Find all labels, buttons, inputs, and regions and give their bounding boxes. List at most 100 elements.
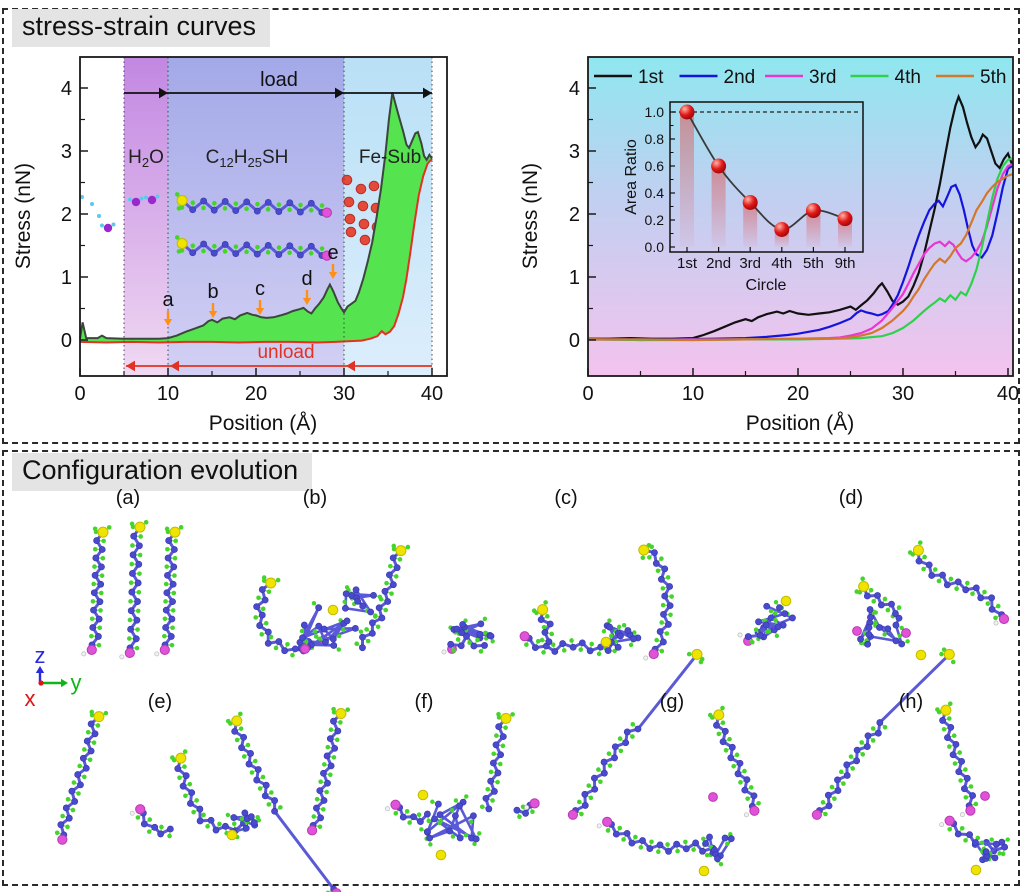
area-ratio-point-1st xyxy=(679,104,695,120)
svg-text:0: 0 xyxy=(569,330,580,352)
svg-text:30: 30 xyxy=(892,383,914,405)
curve-2nd xyxy=(588,165,1013,341)
section-title-stress: stress-strain curves xyxy=(12,9,271,47)
svg-text:0.8: 0.8 xyxy=(645,131,665,147)
axis-triad: zy x xyxy=(25,643,82,711)
panel-c-molecules xyxy=(519,542,675,661)
svg-text:2nd: 2nd xyxy=(724,67,756,88)
triad-x-label: x xyxy=(25,686,36,711)
svg-text:0: 0 xyxy=(61,330,72,352)
unload-arrow: unload xyxy=(126,342,432,372)
svg-text:0: 0 xyxy=(74,383,85,405)
panel-label-c: (c) xyxy=(554,487,578,509)
svg-text:40: 40 xyxy=(421,383,443,405)
svg-text:4th: 4th xyxy=(771,255,792,272)
region-H2O xyxy=(124,57,168,376)
svg-text:1.0: 1.0 xyxy=(645,104,665,120)
svg-text:Position (Å): Position (Å) xyxy=(209,412,318,435)
panel-label-g: (g) xyxy=(659,691,685,713)
section-title-config: Configuration evolution xyxy=(12,453,313,491)
svg-text:3rd: 3rd xyxy=(739,255,761,272)
svg-text:1: 1 xyxy=(61,267,72,289)
point-annotation-d: d xyxy=(301,268,313,305)
panel-d-molecules xyxy=(737,540,1010,661)
svg-text:30: 30 xyxy=(333,383,355,405)
svg-text:20: 20 xyxy=(787,383,809,405)
svg-text:a: a xyxy=(162,289,174,311)
svg-text:10: 10 xyxy=(157,383,179,405)
region-label-C12H25SH: C12​H25​SH xyxy=(206,147,289,170)
svg-text:0: 0 xyxy=(582,383,593,405)
svg-text:load: load xyxy=(260,69,298,91)
point-annotation-c: c xyxy=(255,278,265,315)
panel-label-e: (e) xyxy=(147,691,173,713)
area-ratio-inset: 0.0 0.2 0.4 0.6 0.8 1.0 1st 2nd 3rd 4th 5th 9th Circ… xyxy=(623,101,864,294)
svg-text:e: e xyxy=(327,242,338,264)
svg-text:unload: unload xyxy=(257,342,314,363)
svg-text:0.4: 0.4 xyxy=(645,185,665,201)
panel-label-h: (h) xyxy=(898,691,924,713)
area-ratio-point-5th xyxy=(805,203,821,219)
panel-a-molecules xyxy=(81,520,184,660)
area-ratio-point-3rd xyxy=(742,194,758,210)
panel-label-d: (d) xyxy=(838,487,864,509)
svg-text:5th: 5th xyxy=(803,255,824,272)
cycle-curves xyxy=(588,93,1013,342)
curve-1st xyxy=(588,93,1013,340)
area-ratio-point-2nd xyxy=(711,158,727,174)
panel-label-b: (b) xyxy=(302,487,328,509)
svg-text:0.2: 0.2 xyxy=(645,212,665,228)
panel-label-f: (f) xyxy=(414,691,434,713)
left-chart-molecule-art xyxy=(80,174,384,261)
svg-text:d: d xyxy=(301,268,312,290)
svg-text:1st: 1st xyxy=(638,67,664,88)
config-section-border xyxy=(2,450,1020,886)
point-annotation-b: b xyxy=(207,281,219,318)
panel-b-molecules xyxy=(253,543,495,658)
area-ratio-point-4th xyxy=(774,221,790,237)
svg-text:1st: 1st xyxy=(677,255,698,272)
panel-f-molecules xyxy=(385,712,540,861)
panel-g-molecules xyxy=(567,648,761,877)
area-ratio-point-9th xyxy=(837,211,853,227)
svg-text:3rd: 3rd xyxy=(809,67,836,88)
svg-text:9th: 9th xyxy=(835,255,856,272)
svg-text:3: 3 xyxy=(569,141,580,163)
svg-text:Stress (nN): Stress (nN) xyxy=(519,163,542,269)
svg-text:10: 10 xyxy=(682,383,704,405)
svg-text:40: 40 xyxy=(997,383,1019,405)
load-arrow: load xyxy=(124,69,432,99)
svg-text:c: c xyxy=(255,278,265,300)
svg-text:Circle: Circle xyxy=(746,277,787,294)
svg-text:1: 1 xyxy=(569,267,580,289)
svg-text:4: 4 xyxy=(569,78,580,100)
svg-text:2nd: 2nd xyxy=(706,255,731,272)
svg-text:5th: 5th xyxy=(980,67,1006,88)
svg-text:2: 2 xyxy=(569,204,580,226)
right-chart-legend: 1st 2nd 3rd 4th 5th xyxy=(594,67,1006,88)
point-annotation-e: e xyxy=(327,242,339,279)
stress-section-border xyxy=(2,8,1020,444)
curve-5th xyxy=(588,173,1013,342)
svg-text:3: 3 xyxy=(61,141,72,163)
region-label-H2O: H2​O xyxy=(128,147,164,170)
svg-text:0.0: 0.0 xyxy=(645,239,665,255)
svg-text:0.6: 0.6 xyxy=(645,158,665,174)
svg-text:4th: 4th xyxy=(895,67,921,88)
panel-h-molecules xyxy=(811,647,1010,876)
region-label-Fe-Sub: Fe-Sub xyxy=(359,147,421,168)
unload-curve xyxy=(79,157,433,344)
left-stress-chart: load unload a b c de H2​O C12​H25​SH Fe-Sub 0 1 2 3 4… xyxy=(12,56,448,435)
triad-z-label: z xyxy=(35,643,46,668)
svg-text:2: 2 xyxy=(61,204,72,226)
svg-text:Position (Å): Position (Å) xyxy=(746,412,855,435)
svg-text:Stress (nN): Stress (nN) xyxy=(12,163,35,269)
svg-text:20: 20 xyxy=(245,383,267,405)
point-annotation-a: a xyxy=(162,289,174,326)
svg-text:Area Ratio: Area Ratio xyxy=(623,139,640,215)
svg-text:4: 4 xyxy=(61,78,72,100)
configuration-panels: zy x xyxy=(25,520,1010,892)
right-stress-chart: 1st 2nd 3rd 4th 5th 0.0 0.2 0.4 0.6 0.8 1.0 1st 2nd 3… xyxy=(519,56,1019,435)
